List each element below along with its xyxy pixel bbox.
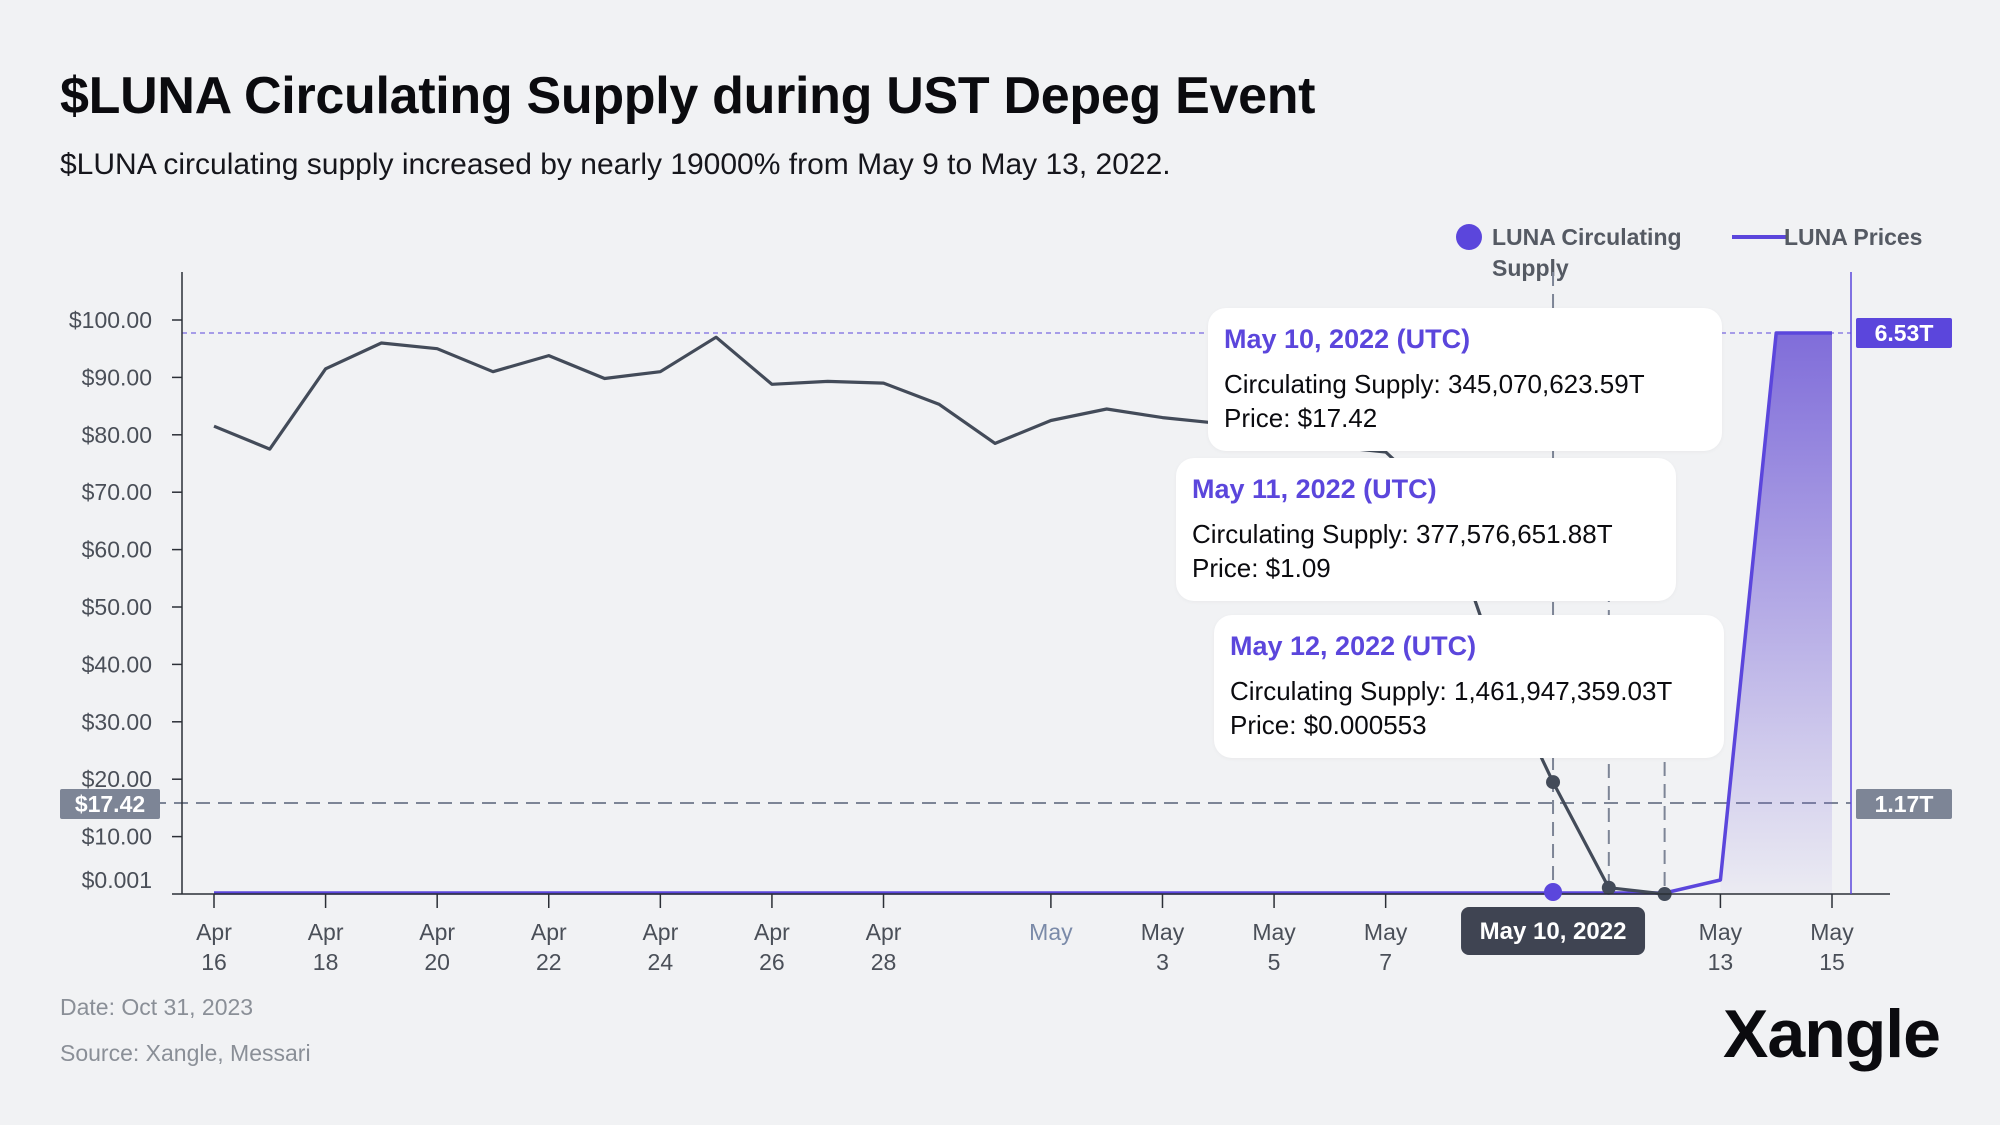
date-highlight-bg (1461, 907, 1646, 955)
x-tick-label: May (1364, 919, 1408, 945)
legend-label-prices: LUNA Prices (1784, 224, 1923, 250)
tooltip-price: Price: $17.42 (1224, 403, 1378, 433)
x-tick-label: 18 (313, 949, 339, 975)
x-tick-label: Apr (866, 919, 902, 945)
y-tick-label: $70.00 (82, 479, 152, 505)
x-tick-label: Apr (754, 919, 790, 945)
price-point (1546, 775, 1561, 790)
tooltip-may-10: May 10, 2022 (UTC) Circulating Supply: 3… (1208, 308, 1722, 451)
tooltip-price: Price: $0.000553 (1230, 710, 1427, 740)
y-tick-label: $50.00 (82, 594, 152, 620)
y-tick-label: $10.00 (82, 824, 152, 850)
y-tick-label: $80.00 (82, 422, 152, 448)
x-tick-label: 26 (759, 949, 785, 975)
legend-item-prices[interactable]: LUNA Prices (1732, 222, 1922, 253)
x-tick-label: 13 (1708, 949, 1734, 975)
y-tick-label: $40.00 (82, 651, 152, 677)
x-tick-label: May (1141, 919, 1185, 945)
x-tick-label: 7 (1379, 949, 1392, 975)
price-axis-badge: $17.42 (60, 789, 160, 819)
x-tick-label: Apr (419, 919, 455, 945)
x-tick-label: 5 (1268, 949, 1281, 975)
upper-axis-badge-bg (1856, 318, 1952, 348)
x-tick-label: 28 (871, 949, 897, 975)
y-tick-label: $60.00 (82, 537, 152, 563)
x-tick-label: May (1252, 919, 1296, 945)
supply-area (1720, 333, 1832, 894)
y-tick-label: $90.00 (82, 364, 152, 390)
legend-line-icon (1732, 235, 1788, 239)
legend-item-supply[interactable]: LUNA Circulating Supply (1456, 222, 1692, 284)
lower-axis-badge-bg (1856, 789, 1952, 819)
x-tick-label: 3 (1156, 949, 1169, 975)
tooltip-date: May 10, 2022 (UTC) (1224, 324, 1471, 354)
lower-axis-badge-text: 1.17T (1875, 791, 1934, 817)
x-tick-label: 20 (424, 949, 450, 975)
x-tick-label: 22 (536, 949, 562, 975)
footer-date: Date: Oct 31, 2023 (60, 994, 254, 1020)
tooltip-supply: Circulating Supply: 1,461,947,359.03T (1230, 676, 1673, 706)
x-tick-label: Apr (642, 919, 678, 945)
x-tick-label: May (1699, 919, 1743, 945)
tooltip-supply: Circulating Supply: 377,576,651.88T (1192, 519, 1613, 549)
legend-label-supply: LUNA Circulating Supply (1492, 224, 1682, 281)
tooltip-may-12: May 12, 2022 (UTC) Circulating Supply: 1… (1214, 615, 1724, 758)
chart-title: $LUNA Circulating Supply during UST Depe… (60, 67, 1316, 125)
x-tick-label: Apr (531, 919, 567, 945)
tooltip-date: May 11, 2022 (UTC) (1192, 474, 1437, 504)
x-tick-label: May (1029, 919, 1073, 945)
x-tick-label: Apr (196, 919, 232, 945)
date-highlight-text: May 10, 2022 (1480, 918, 1627, 945)
supply-line (214, 331, 1832, 895)
x-tick-label: 24 (648, 949, 674, 975)
supply-point (1544, 883, 1563, 901)
y-tick-label: $30.00 (82, 709, 152, 735)
price-axis-badge-text: $17.42 (75, 791, 145, 817)
x-tick-label: 15 (1819, 949, 1845, 975)
y-tick-label: $0.001 (82, 867, 152, 893)
lower-axis-badge: 1.17T (1856, 789, 1952, 819)
legend: LUNA Circulating Supply LUNA Prices (1456, 222, 1922, 284)
legend-dot-icon (1456, 224, 1482, 250)
y-tick-label: $20.00 (82, 766, 152, 792)
y-tick-label: $100.00 (69, 307, 152, 333)
footer-source: Source: Xangle, Messari (60, 1040, 311, 1066)
tooltip-price: Price: $1.09 (1192, 553, 1331, 583)
x-tick-label: Apr (308, 919, 344, 945)
tooltip-supply: Circulating Supply: 345,070,623.59T (1224, 369, 1645, 399)
price-point (1601, 880, 1616, 895)
tooltip-date: May 12, 2022 (UTC) (1230, 631, 1477, 661)
date-highlight-badge: May 10, 2022 (1461, 907, 1646, 955)
price-axis-badge-bg (60, 789, 160, 819)
x-tick-label: May (1810, 919, 1854, 945)
x-tick-label: 16 (201, 949, 227, 975)
chart-subtitle: $LUNA circulating supply increased by ne… (60, 148, 1171, 181)
brand-logo: Xangle (1723, 996, 1941, 1072)
upper-axis-badge: 6.53T (1856, 318, 1952, 348)
upper-axis-badge-text: 6.53T (1875, 320, 1934, 346)
tooltip-may-11: May 11, 2022 (UTC) Circulating Supply: 3… (1176, 458, 1676, 601)
